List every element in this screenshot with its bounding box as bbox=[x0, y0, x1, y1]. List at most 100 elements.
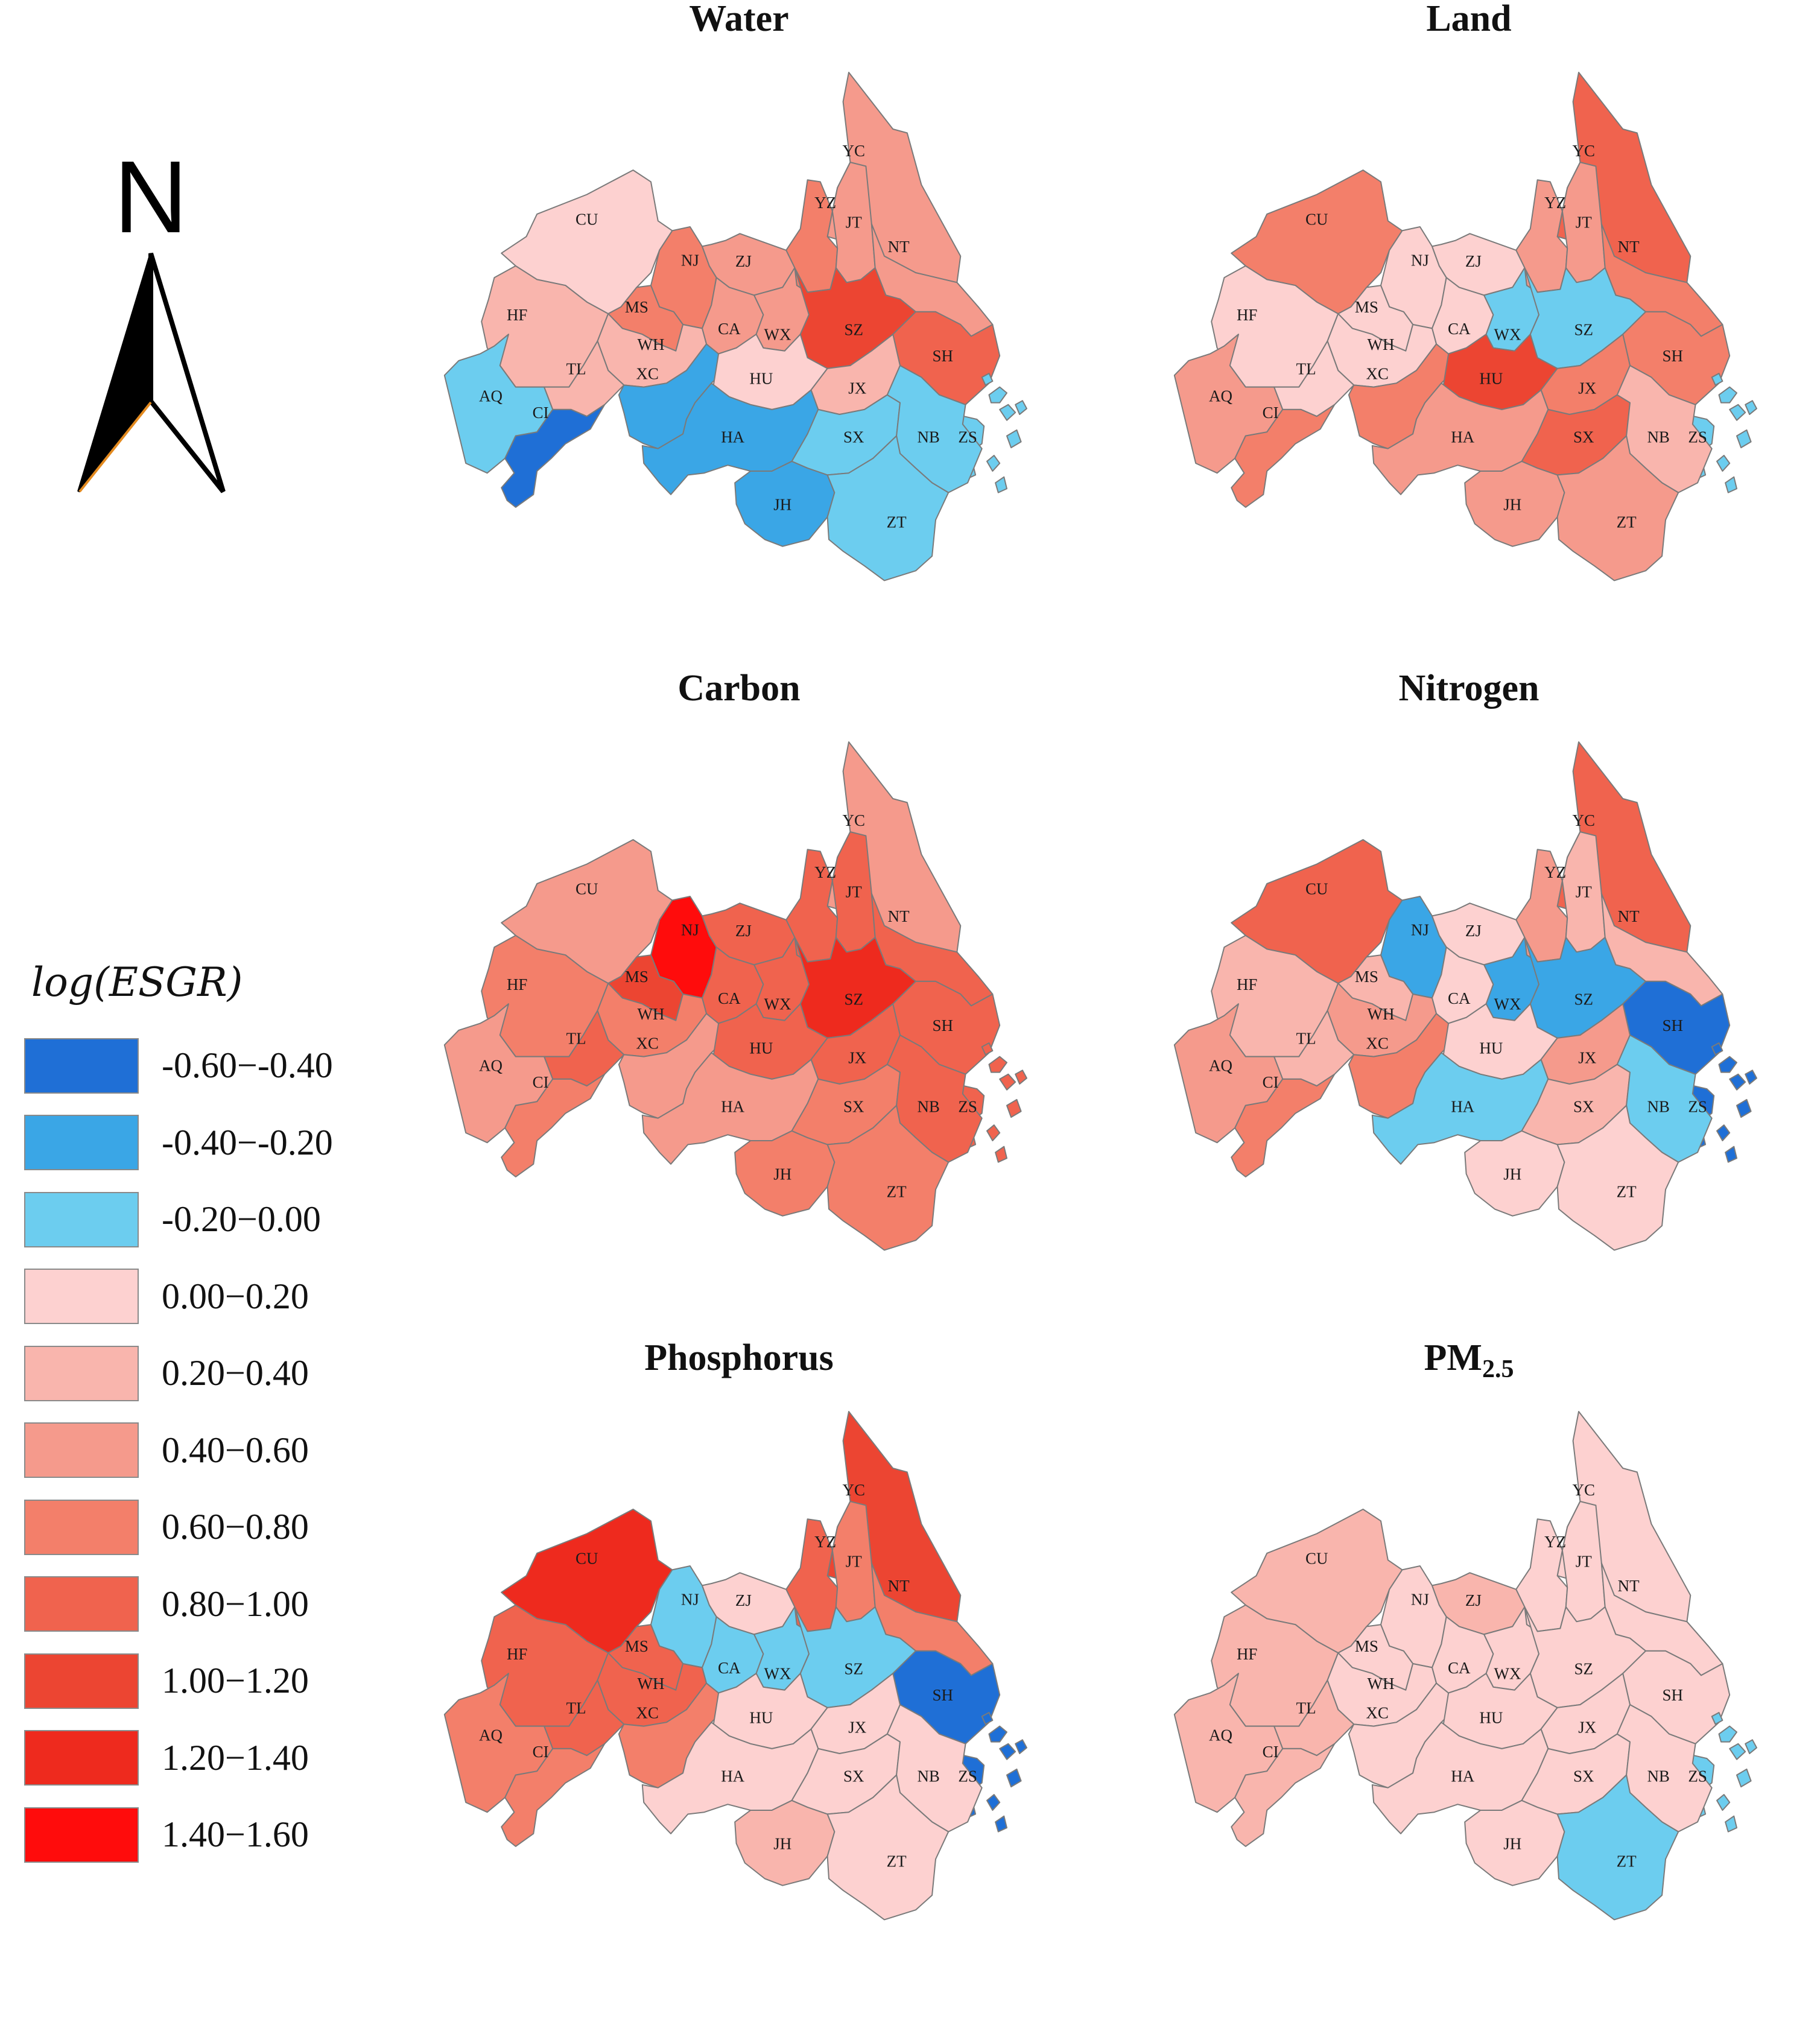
legend-item: 0.00−0.20 bbox=[24, 1258, 398, 1336]
region-label-ci: CI bbox=[533, 1073, 549, 1091]
region-zs-island bbox=[981, 1712, 994, 1725]
region-zs-island bbox=[1006, 1098, 1022, 1118]
region-label-yz: YZ bbox=[1544, 194, 1566, 212]
region-label-sz: SZ bbox=[845, 321, 864, 339]
region-label-ca: CA bbox=[718, 989, 741, 1007]
region-zs-island bbox=[1716, 455, 1731, 472]
region-label-zt: ZT bbox=[887, 1183, 907, 1201]
region-zs-island bbox=[1745, 1739, 1757, 1754]
region-label-sz: SZ bbox=[845, 990, 864, 1009]
legend-label: 1.00−1.20 bbox=[162, 1661, 309, 1701]
region-label-ms: MS bbox=[1355, 298, 1378, 316]
region-zs-island bbox=[995, 476, 1007, 493]
region-label-cu: CU bbox=[575, 879, 598, 898]
region-label-sh: SH bbox=[933, 1016, 954, 1035]
region-label-yz: YZ bbox=[814, 863, 836, 881]
region-zs-island bbox=[995, 1815, 1007, 1833]
region-label-nj: NJ bbox=[681, 1591, 699, 1609]
region-label-jx: JX bbox=[1578, 1719, 1597, 1737]
legend-label: 1.40−1.60 bbox=[162, 1814, 309, 1855]
region-zs-island bbox=[981, 1042, 994, 1056]
region-jh bbox=[734, 1799, 835, 1886]
region-label-hu: HU bbox=[1479, 1039, 1503, 1057]
region-label-yz: YZ bbox=[1544, 1533, 1566, 1551]
region-label-hu: HU bbox=[1479, 1709, 1503, 1727]
legend-label: 1.20−1.40 bbox=[162, 1737, 309, 1778]
region-label-ca: CA bbox=[1448, 320, 1471, 338]
legend-item: 0.60−0.80 bbox=[24, 1489, 398, 1566]
region-label-wx: WX bbox=[764, 1665, 791, 1683]
region-ci bbox=[1231, 404, 1336, 508]
region-zs-island bbox=[1725, 476, 1737, 493]
region-label-jt: JT bbox=[846, 213, 863, 231]
region-zs-island bbox=[1736, 429, 1752, 449]
legend-item: -0.40−-0.20 bbox=[24, 1104, 398, 1182]
region-label-zt: ZT bbox=[1617, 513, 1637, 531]
region-label-yc: YC bbox=[843, 1481, 866, 1499]
region-jh bbox=[734, 1130, 835, 1217]
region-ci bbox=[1231, 1743, 1336, 1847]
map-panel-nitrogen: Nitrogen YC CU YZ JT NT NJ ZJ HF MS CA WX SZ SH WH TL A… bbox=[1167, 670, 1771, 1327]
region-zs-island bbox=[1736, 1768, 1752, 1788]
region-label-nb: NB bbox=[917, 1767, 940, 1786]
map-title: Land bbox=[1426, 0, 1512, 39]
legend-item: 0.40−0.60 bbox=[24, 1412, 398, 1489]
region-label-nb: NB bbox=[917, 1098, 940, 1116]
region-zt bbox=[826, 1104, 950, 1251]
region-zs-island bbox=[1745, 400, 1757, 415]
region-label-jt: JT bbox=[1576, 1552, 1593, 1570]
region-label-xc: XC bbox=[636, 1703, 659, 1722]
region-label-yc: YC bbox=[1573, 142, 1596, 160]
region-label-sx: SX bbox=[1573, 1767, 1594, 1786]
map-panel-water: Water YC CU YZ JT NT NJ ZJ HF MS CA WX SZ SH WH TL AQ CI… bbox=[437, 0, 1041, 658]
region-label-zj: ZJ bbox=[735, 922, 752, 940]
region-jh bbox=[1464, 1799, 1565, 1886]
region-label-ms: MS bbox=[1355, 1637, 1378, 1655]
region-zs-island bbox=[1716, 1794, 1731, 1811]
region-label-aq: AQ bbox=[1209, 1726, 1232, 1745]
region-zs-island bbox=[1015, 1739, 1027, 1754]
region-label-tl: TL bbox=[1296, 1699, 1316, 1717]
region-label-jh: JH bbox=[1503, 1835, 1521, 1853]
map-title: Nitrogen bbox=[1398, 668, 1539, 709]
legend-swatch bbox=[24, 1038, 139, 1094]
region-label-ms: MS bbox=[625, 968, 648, 986]
region-label-nb: NB bbox=[1647, 428, 1670, 446]
region-label-nj: NJ bbox=[1411, 1591, 1429, 1609]
region-label-nt: NT bbox=[888, 238, 910, 256]
region-label-sz: SZ bbox=[845, 1660, 864, 1678]
map-title: PM2.5 bbox=[1424, 1337, 1514, 1383]
legend: log(ESGR) -0.60−-0.40 -0.40−-0.20 -0.20−0.… bbox=[24, 959, 398, 1874]
region-zs-island bbox=[1718, 1056, 1737, 1073]
region-label-zs: ZS bbox=[1688, 428, 1707, 446]
region-label-nb: NB bbox=[1647, 1767, 1670, 1786]
region-label-sh: SH bbox=[933, 1686, 954, 1704]
region-label-nj: NJ bbox=[681, 921, 699, 939]
region-label-nt: NT bbox=[1618, 1577, 1640, 1595]
region-label-wx: WX bbox=[764, 326, 791, 344]
region-zs-island bbox=[988, 1056, 1007, 1073]
region-zs-island bbox=[1006, 429, 1022, 449]
region-label-yc: YC bbox=[1573, 811, 1596, 829]
north-arrow: N bbox=[72, 140, 241, 501]
region-label-cu: CU bbox=[1305, 879, 1328, 898]
region-zs-island bbox=[986, 1124, 1001, 1141]
region-label-ha: HA bbox=[721, 1098, 744, 1116]
region-label-sh: SH bbox=[1663, 1686, 1684, 1704]
region-label-jx: JX bbox=[1578, 1049, 1597, 1067]
region-label-hu: HU bbox=[1479, 370, 1503, 388]
region-label-sh: SH bbox=[933, 347, 954, 365]
region-label-ha: HA bbox=[1451, 1098, 1474, 1116]
region-label-jt: JT bbox=[1576, 213, 1593, 231]
region-label-jx: JX bbox=[848, 1049, 867, 1067]
region-zs-island bbox=[1015, 1070, 1027, 1085]
region-zs-island bbox=[1725, 1146, 1737, 1163]
region-zt bbox=[1556, 1774, 1679, 1921]
legend-swatch bbox=[24, 1499, 139, 1555]
region-zt bbox=[826, 435, 950, 582]
region-label-jx: JX bbox=[1578, 379, 1597, 398]
legend-title: log(ESGR) bbox=[31, 959, 243, 1006]
region-label-ms: MS bbox=[625, 1637, 648, 1655]
choropleth-map-nitrogen: YC CU YZ JT NT NJ ZJ HF MS CA WX SZ SH WH TL AQ CI XC HU JX… bbox=[1173, 741, 1757, 1251]
region-zs-island bbox=[986, 455, 1001, 472]
